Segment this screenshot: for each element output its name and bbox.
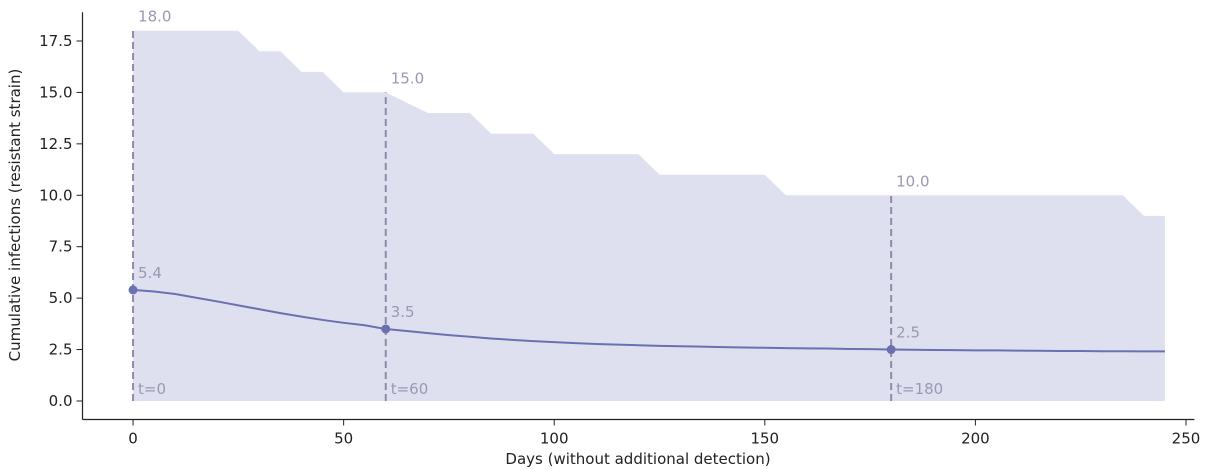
x-axis-label: Days (without additional detection): [505, 450, 770, 468]
mean-point: [381, 324, 391, 334]
time-label: t=0: [138, 380, 166, 398]
upper-label: 18.0: [138, 8, 171, 26]
y-tick-label: 5.0: [49, 289, 73, 307]
x-tick-label: 150: [750, 430, 779, 448]
x-tick-label: 0: [128, 430, 138, 448]
y-tick-label: 2.5: [49, 341, 73, 359]
x-tick-label: 250: [1172, 430, 1201, 448]
y-tick-label: 12.5: [39, 135, 72, 153]
upper-band: [133, 30, 1165, 401]
x-tick-label: 50: [334, 430, 353, 448]
y-tick-label: 0.0: [49, 392, 73, 410]
mean-point: [128, 285, 138, 295]
time-label: t=60: [391, 380, 429, 398]
y-tick-label: 17.5: [39, 32, 72, 50]
mean-label: 5.4: [138, 264, 162, 282]
x-tick-label: 200: [961, 430, 990, 448]
y-tick-label: 7.5: [49, 238, 73, 256]
y-tick-label: 15.0: [39, 83, 72, 101]
x-tick-label: 100: [540, 430, 569, 448]
mean-line: [132, 288, 1165, 353]
time-label: t=180: [896, 380, 943, 398]
y-axis-label: Cumulative infections (resistant strain): [6, 69, 24, 362]
upper-label: 15.0: [391, 69, 424, 87]
mean-label: 3.5: [391, 303, 415, 321]
mean-label: 2.5: [896, 324, 920, 342]
upper-label: 10.0: [896, 172, 929, 190]
mean-point: [886, 345, 896, 355]
y-tick-label: 10.0: [39, 186, 72, 204]
